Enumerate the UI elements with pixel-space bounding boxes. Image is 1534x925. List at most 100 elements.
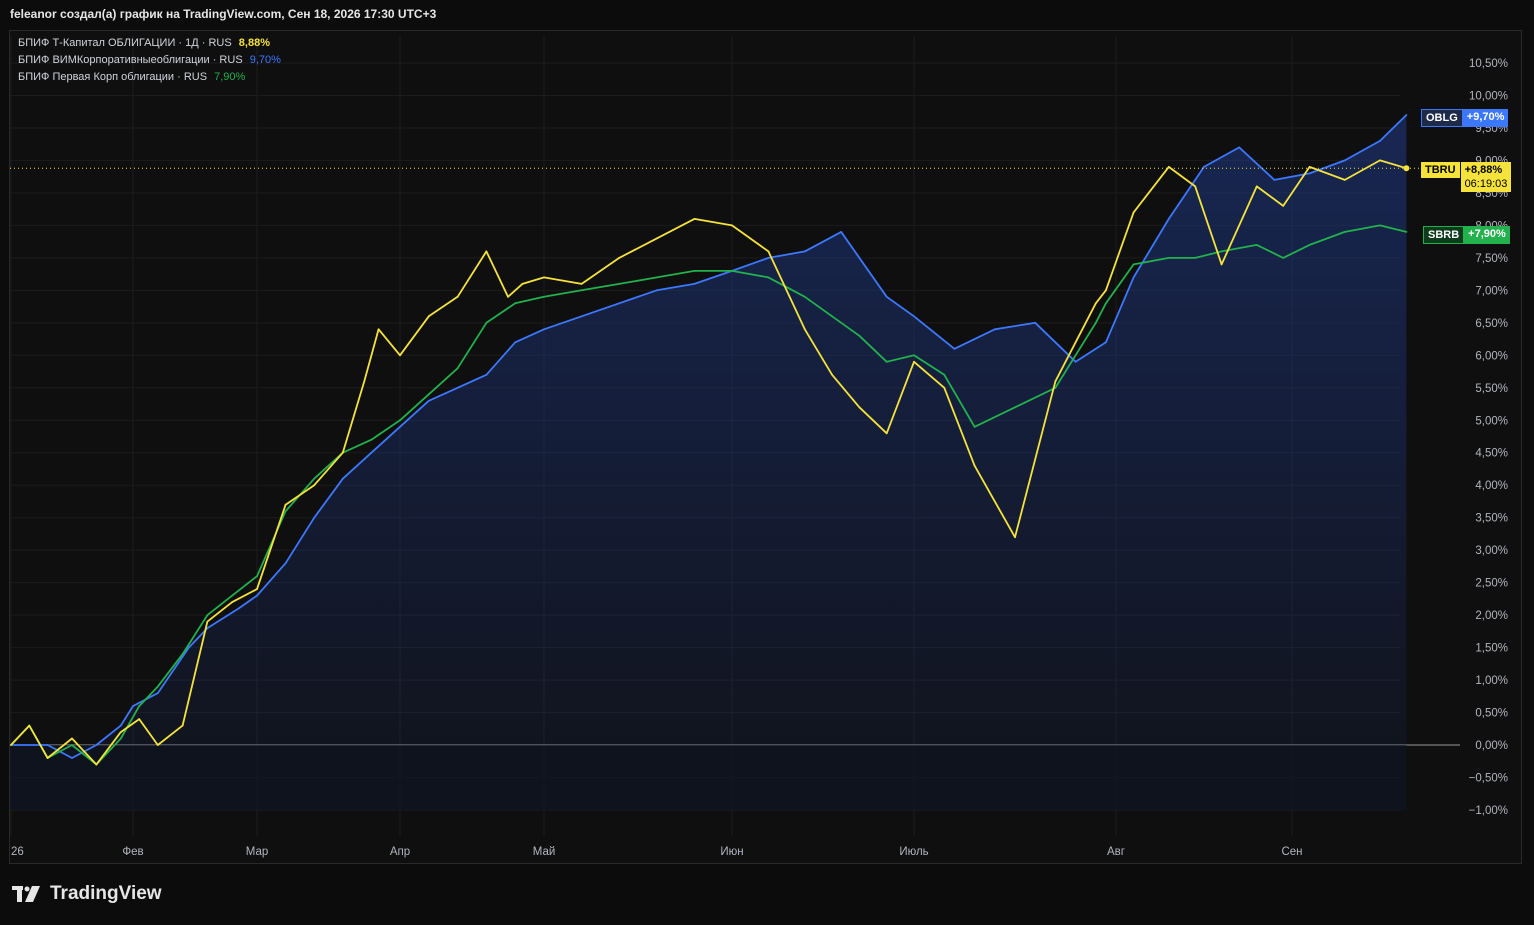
y-tick-label: 6,50%: [1475, 318, 1508, 330]
data-point-sbrb: [885, 360, 888, 363]
data-point-tbru: [1132, 211, 1135, 214]
data-point-oblg: [341, 477, 344, 480]
data-point-oblg: [840, 231, 843, 233]
data-point-oblg: [370, 451, 373, 454]
legend-name: БПИФ ВИМКорпоративныеоблигации · RUS: [18, 54, 243, 66]
oblg-area: [11, 115, 1407, 758]
tbru-value: +8,88%: [1464, 164, 1503, 176]
legend-item-oblg[interactable]: БПИФ ВИМКорпоративныеоблигации · RUS 9,7…: [18, 52, 281, 69]
tradingview-logo[interactable]: TradingView: [12, 883, 162, 905]
oblg-ticker: OBLG: [1421, 109, 1463, 127]
data-point-tbru: [377, 328, 380, 331]
y-tick-label: 5,50%: [1475, 383, 1508, 395]
data-point-tbru: [46, 757, 49, 759]
data-point-sbrb: [1379, 224, 1381, 227]
data-point-tbru: [119, 731, 122, 733]
data-point-sbrb: [456, 367, 459, 370]
data-point-tbru: [485, 250, 488, 253]
data-point-tbru: [1194, 185, 1197, 188]
legend-item-tbru[interactable]: БПИФ Т-Капитал ОБЛИГАЦИИ · 1Д · RUS 8,88…: [18, 35, 281, 52]
data-point-sbrb: [543, 295, 545, 298]
data-point-oblg: [1105, 341, 1107, 344]
legend-item-sbrb[interactable]: БПИФ Первая Корп облигации · RUS 7,90%: [18, 69, 281, 86]
legend-value: 8,88%: [238, 37, 270, 49]
data-point-oblg: [1203, 166, 1205, 168]
tradingview-logo-icon: [12, 886, 42, 902]
legend-name: БПИФ Т-Капитал ОБЛИГАЦИИ · 1Д · RUS: [18, 37, 232, 49]
data-point-oblg: [514, 341, 517, 344]
data-point-oblg: [71, 757, 73, 759]
data-point-sbrb: [156, 685, 159, 688]
x-tick-label: Июн: [720, 846, 743, 858]
data-point-sbrb: [767, 276, 770, 279]
y-tick-label: 0,50%: [1475, 708, 1508, 720]
data-point-oblg: [1308, 172, 1311, 175]
data-point-sbrb: [1167, 257, 1170, 259]
data-point-tbru: [456, 295, 459, 298]
data-point-sbrb: [1094, 321, 1097, 324]
data-point-tbru: [1054, 380, 1057, 383]
data-point-sbrb: [580, 289, 583, 292]
x-tick-label: Май: [533, 846, 556, 858]
data-point-oblg: [1379, 140, 1381, 142]
data-point-tbru: [399, 354, 401, 357]
data-point-oblg: [313, 516, 316, 519]
data-point-tbru: [1308, 166, 1311, 168]
data-point-tbru: [95, 763, 98, 766]
data-point-tbru: [580, 283, 583, 285]
data-point-sbrb: [943, 373, 946, 376]
data-point-sbrb: [231, 594, 234, 597]
data-point-sbrb: [1255, 244, 1258, 246]
data-point-tbru: [731, 224, 733, 227]
data-point-tbru: [363, 380, 366, 383]
data-point-sbrb: [138, 705, 141, 707]
tbru-value-box: +8,88% 06:19:03: [1460, 162, 1512, 192]
data-point-tbru: [1220, 263, 1223, 266]
data-point-sbrb: [803, 295, 806, 298]
data-point-oblg: [1185, 192, 1188, 194]
x-tick-label: Мар: [246, 846, 269, 858]
data-point-tbru: [1343, 179, 1346, 181]
data-point-oblg: [885, 295, 888, 298]
data-point-oblg: [1273, 179, 1276, 181]
data-point-oblg: [95, 744, 98, 746]
y-tick-label: 4,50%: [1475, 448, 1508, 460]
data-point-oblg: [485, 373, 488, 376]
data-point-oblg: [1405, 114, 1408, 116]
x-tick-label: Июль: [899, 846, 928, 858]
data-point-oblg: [427, 399, 430, 402]
chart-caption: feleanor создал(а) график на TradingView…: [10, 7, 437, 21]
data-point-tbru: [618, 257, 621, 259]
data-point-tbru: [71, 737, 73, 740]
below-zero-fill: [10, 745, 1407, 810]
data-point-tbru: [507, 295, 509, 298]
tbru-last-point: [1403, 165, 1410, 172]
x-tick-label: Апр: [390, 846, 410, 858]
data-point-sbrb: [206, 614, 209, 616]
x-tick-label: Фев: [122, 846, 143, 858]
data-point-oblg: [1034, 321, 1037, 324]
data-point-sbrb: [119, 737, 122, 740]
data-point-sbrb: [370, 438, 373, 441]
data-point-oblg: [456, 386, 459, 389]
y-tick-label: 1,50%: [1475, 643, 1508, 655]
data-point-tbru: [655, 237, 658, 240]
data-point-tbru: [1255, 185, 1258, 188]
data-point-sbrb: [858, 334, 861, 337]
data-point-oblg: [46, 744, 49, 746]
y-tick-label: 5,00%: [1475, 415, 1508, 427]
data-point-oblg: [543, 328, 545, 331]
y-tick-label: 2,00%: [1475, 610, 1508, 622]
data-point-sbrb: [731, 270, 733, 272]
data-point-tbru: [913, 360, 915, 363]
legend: БПИФ Т-Капитал ОБЛИГАЦИИ · 1Д · RUS 8,88…: [18, 35, 281, 86]
data-point-sbrb: [655, 276, 658, 279]
data-point-oblg: [399, 425, 401, 428]
data-point-oblg: [1132, 276, 1135, 279]
data-point-oblg: [618, 302, 621, 305]
data-point-tbru: [831, 373, 833, 376]
data-point-tbru: [1105, 289, 1107, 292]
legend-value: 7,90%: [214, 71, 246, 83]
data-point-sbrb: [831, 315, 833, 318]
